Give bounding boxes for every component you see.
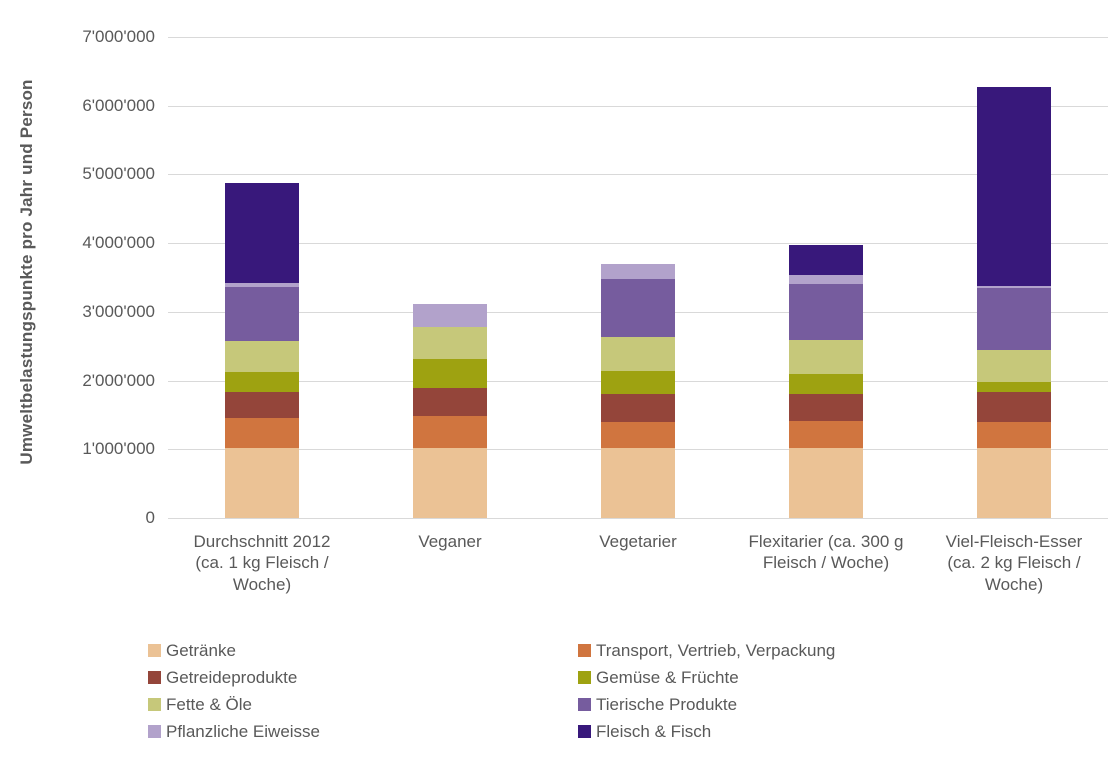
bar-segment: [225, 372, 299, 392]
bar-segment: [601, 421, 675, 448]
bar-segment: [225, 287, 299, 341]
bar-segment: [225, 447, 299, 518]
bar-segment: [225, 417, 299, 448]
bar-segment: [977, 447, 1051, 518]
bar-segment: [225, 340, 299, 373]
bar-segment: [977, 87, 1051, 286]
bar-segment: [977, 392, 1051, 422]
legend-swatch-icon: [148, 698, 161, 711]
bar-segment: [601, 370, 675, 394]
bar-segment: [413, 447, 487, 518]
bar-segment: [601, 278, 675, 338]
y-axis-tick-label: 4'000'000: [82, 233, 155, 252]
bar-segment: [977, 287, 1051, 351]
legend-item: Gemüse & Früchte: [578, 667, 835, 688]
legend-swatch-icon: [148, 671, 161, 684]
legend-swatch-icon: [578, 671, 591, 684]
y-axis-tick-label: 3'000'000: [82, 302, 155, 321]
legend-label: Transport, Vertrieb, Verpackung: [596, 641, 836, 660]
bar-segment: [977, 421, 1051, 448]
legend-label: Pflanzliche Eiweisse: [166, 722, 321, 741]
bar-segment: [977, 381, 1051, 393]
y-axis-tick-label: 0: [145, 508, 155, 527]
legend-item: Getränke: [148, 640, 578, 661]
bar-segment: [601, 263, 675, 279]
x-axis-category-label: Viel-Fleisch-Esser (ca. 2 kg Fleisch / W…: [945, 532, 1083, 594]
y-axis-title: Umweltbelastungspunkte pro Jahr und Pers…: [17, 79, 36, 465]
legend-swatch-icon: [148, 644, 161, 657]
bar-segment: [789, 340, 863, 374]
gridline: [168, 106, 1108, 107]
bar-segment: [601, 393, 675, 422]
legend-item: Pflanzliche Eiweisse: [148, 721, 578, 742]
bar-segment: [413, 388, 487, 416]
bar-segment: [789, 283, 863, 341]
bar-segment: [789, 421, 863, 448]
x-axis-category-label: Durchschnitt 2012 (ca. 1 kg Fleisch / Wo…: [193, 532, 331, 594]
x-axis-category-label: Flexitarier (ca. 300 g Fleisch / Woche): [748, 532, 904, 573]
legend-swatch-icon: [578, 698, 591, 711]
legend-label: Getränke: [166, 641, 236, 660]
legend-swatch-icon: [148, 725, 161, 738]
y-axis-tick-label: 7'000'000: [82, 27, 155, 46]
y-axis-tick-label: 1'000'000: [82, 439, 155, 458]
gridline: [168, 174, 1108, 175]
bar-segment: [789, 447, 863, 518]
gridline: [168, 518, 1108, 519]
bar-segment: [225, 282, 299, 288]
bar-segment: [601, 337, 675, 371]
bar-segment: [789, 393, 863, 422]
bar-segment: [977, 350, 1051, 382]
legend-swatch-icon: [578, 725, 591, 738]
gridline: [168, 37, 1108, 38]
legend-label: Getreideprodukte: [166, 668, 298, 687]
legend-label: Gemüse & Früchte: [596, 668, 739, 687]
bar-segment: [413, 303, 487, 327]
legend-item: Fette & Öle: [148, 694, 578, 715]
bar-segment: [225, 182, 299, 283]
legend-item: Transport, Vertrieb, Verpackung: [578, 640, 835, 661]
bar-segment: [413, 415, 487, 448]
y-axis-tick-label: 6'000'000: [82, 96, 155, 115]
y-axis-tick-label: 5'000'000: [82, 164, 155, 183]
bar-segment: [977, 285, 1051, 288]
bar-segment: [413, 358, 487, 389]
legend: Getränke Transport, Vertrieb, Verpackung G…: [148, 637, 835, 745]
bar-segment: [601, 447, 675, 518]
bar-segment: [789, 373, 863, 394]
bar-segment: [413, 326, 487, 359]
legend-label: Tierische Produkte: [596, 695, 738, 714]
legend-item: Fleisch & Fisch: [578, 721, 835, 742]
y-axis-tick-label: 2'000'000: [82, 371, 155, 390]
x-axis-category-label: Veganer: [418, 532, 482, 551]
legend-label: Fette & Öle: [166, 695, 252, 714]
legend-item: Getreideprodukte: [148, 667, 578, 688]
legend-item: Tierische Produkte: [578, 694, 835, 715]
bar-segment: [789, 244, 863, 276]
bar-segment: [789, 275, 863, 284]
legend-label: Fleisch & Fisch: [596, 722, 712, 741]
legend-swatch-icon: [578, 644, 591, 657]
x-axis-category-label: Vegetarier: [599, 532, 677, 551]
bar-segment: [225, 391, 299, 418]
gridline: [168, 243, 1108, 244]
